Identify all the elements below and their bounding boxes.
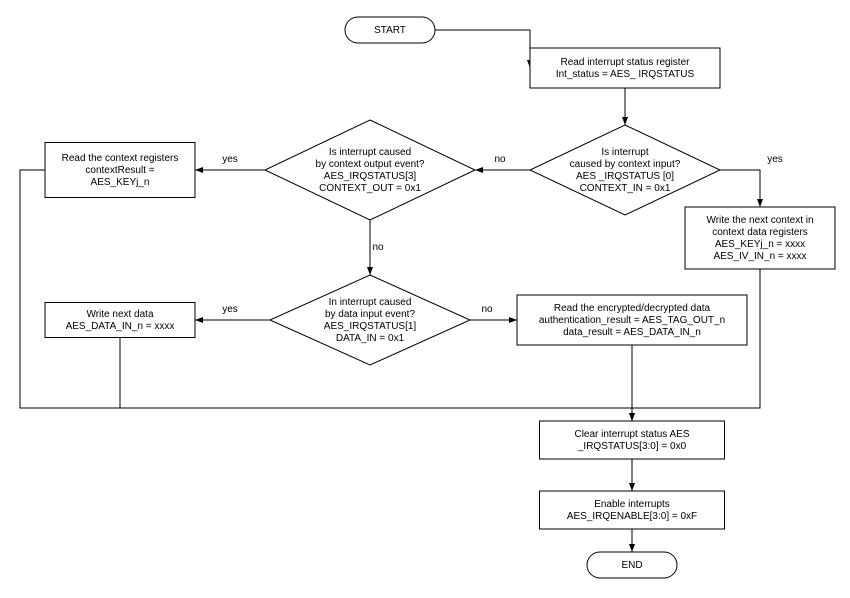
node-text: by context output event? xyxy=(316,159,425,170)
node-dec_ctx_in xyxy=(530,125,720,215)
node-text: AES_IRQSTATUS[1] xyxy=(324,321,417,332)
node-text: caused by context input? xyxy=(570,159,681,170)
node-text: END xyxy=(621,560,642,571)
edge xyxy=(720,170,760,207)
node-text: START xyxy=(374,25,406,36)
edge-label: no xyxy=(481,304,493,315)
node-text: CONTEXT_OUT = 0x1 xyxy=(319,183,421,194)
node-text: Write next data xyxy=(86,309,154,320)
node-text: Write the next context in xyxy=(706,215,813,226)
node-enable_irq xyxy=(540,491,725,529)
node-text: Enable interrupts xyxy=(594,499,670,510)
node-dec_data_in xyxy=(270,275,470,365)
node-clear_irq xyxy=(540,421,725,459)
edge-label: no xyxy=(494,154,506,165)
node-dec_ctx_out xyxy=(265,120,475,220)
node-text: Int_status = AES_ IRQSTATUS xyxy=(556,69,695,80)
edge-label: yes xyxy=(222,304,238,315)
node-read_irq xyxy=(530,48,720,88)
node-text: data_result = AES_DATA_IN_n xyxy=(563,327,701,338)
edge-label: no xyxy=(372,242,384,253)
node-text: CONTEXT_IN = 0x1 xyxy=(580,183,671,194)
node-text: AES_KEYj_n = xxxx xyxy=(715,239,805,250)
edge xyxy=(435,30,530,68)
node-text: _IRQSTATUS[3:0] = 0x0 xyxy=(577,441,687,452)
node-write_next_data xyxy=(45,303,195,338)
node-text: DATA_IN = 0x1 xyxy=(336,333,405,344)
edge xyxy=(20,170,120,408)
node-text: In interrupt caused xyxy=(329,297,412,308)
edge-label: yes xyxy=(222,154,238,165)
node-text: AES_IRQENABLE[3:0] = 0xF xyxy=(567,511,697,522)
edge-label: yes xyxy=(767,154,783,165)
node-text: context data registers xyxy=(712,227,808,238)
node-text: Read the context registers xyxy=(62,153,179,164)
node-text: Clear interrupt status AES xyxy=(574,429,689,440)
node-text: AES_KEYj_n xyxy=(91,177,150,188)
node-text: by data input event? xyxy=(325,309,416,320)
node-text: AES_IRQSTATUS[3] xyxy=(324,171,417,182)
node-text: AES_DATA_IN_n = xxxx xyxy=(66,321,175,332)
node-text: Read interrupt status register xyxy=(561,57,691,68)
node-text: AES_IV_IN_n = xxxx xyxy=(713,251,806,262)
node-text: Is interrupt caused xyxy=(329,147,411,158)
node-text: Is interrupt xyxy=(601,147,648,158)
node-text: AES _IRQSTATUS [0] xyxy=(576,171,674,182)
node-text: Read the encrypted/decrypted data xyxy=(554,303,711,314)
node-text: contextResult = xyxy=(85,165,154,176)
node-text: authentication_result = AES_TAG_OUT_n xyxy=(539,315,725,326)
